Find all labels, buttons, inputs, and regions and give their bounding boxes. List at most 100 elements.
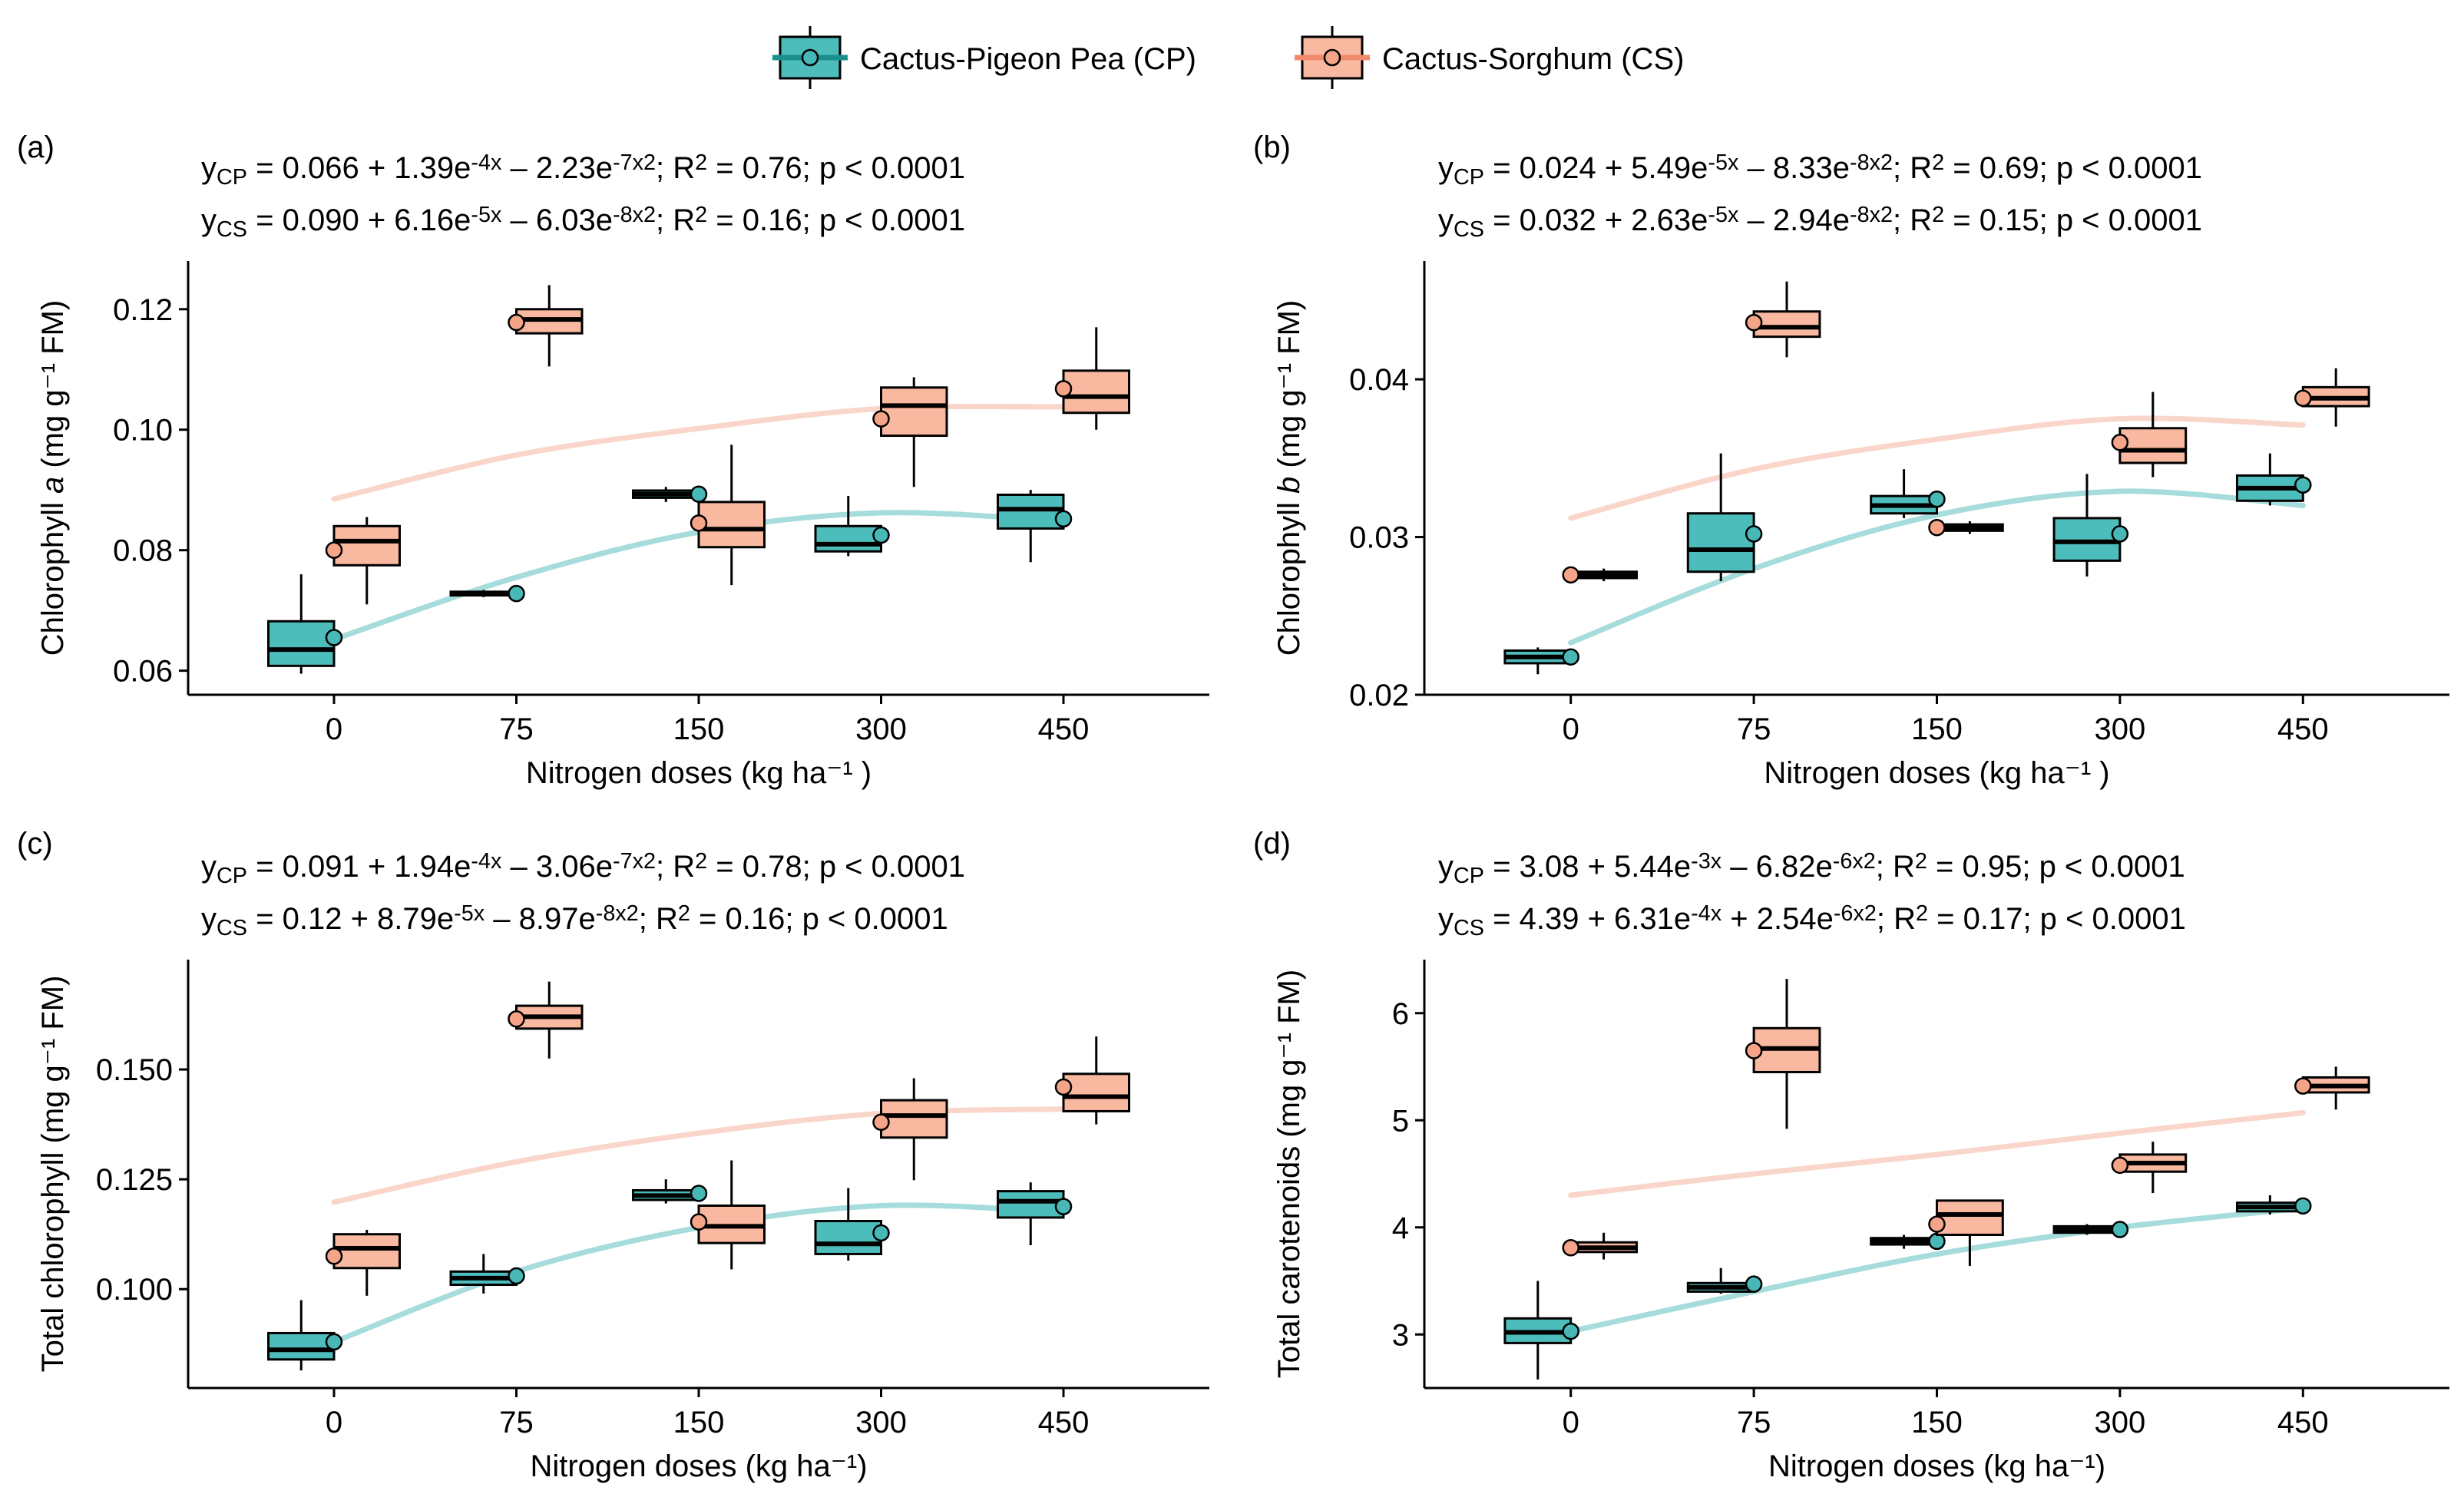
mean-point [508, 584, 525, 603]
fit-curve-cs [331, 403, 1067, 502]
box-body [267, 1331, 336, 1361]
mean-point [1745, 525, 1763, 543]
x-tick-label: 75 [499, 712, 534, 746]
y-tick-label: 4 [1392, 1211, 1409, 1245]
y-axis-label: Total chlorophyll (mg g⁻¹ FM) [36, 976, 70, 1373]
x-axis-label: Nitrogen doses (kg ha⁻¹) [530, 1449, 867, 1483]
x-tick-label: 150 [673, 712, 725, 746]
mean-point [1745, 1042, 1763, 1059]
box-cs-75 [508, 285, 584, 367]
mean-point [2111, 1221, 2129, 1238]
box-cs-150 [690, 444, 766, 586]
mean-point [2294, 1077, 2312, 1095]
y-tick-label: 0.125 [96, 1163, 173, 1197]
y-axis-label: Total carotenoids (mg g⁻¹ FM) [1272, 970, 1306, 1378]
y-tick-label: 0.08 [113, 534, 173, 568]
box-cs-450 [2294, 368, 2370, 427]
box-body [880, 1099, 948, 1139]
mean-point [325, 629, 343, 646]
legend-key-cs [1295, 26, 1370, 89]
x-tick-label: 75 [1737, 1406, 1771, 1439]
box-cp-450 [2235, 1195, 2312, 1215]
equation-cs: yCS = 4.39 + 6.31e-4x + 2.54e-6x2; R2 = … [1438, 901, 2186, 940]
box-cs-0 [325, 1229, 401, 1296]
legend-label-cp: Cactus-Pigeon Pea (CP) [860, 42, 1196, 76]
box-cp-75 [1686, 1267, 1763, 1294]
mean-point [1562, 566, 1579, 584]
mean-point [1928, 518, 1946, 537]
box-cs-450 [2294, 1066, 2370, 1110]
box-cs-75 [1745, 979, 1821, 1129]
box-cp-0 [267, 574, 343, 674]
box-cs-75 [1745, 281, 1821, 358]
fit-curve-cp [1568, 488, 2306, 646]
box-body [2118, 427, 2188, 464]
x-tick-label: 300 [2095, 712, 2146, 746]
box-cs-150 [1928, 1199, 2004, 1266]
box-body [2052, 517, 2122, 562]
x-tick-label: 450 [2277, 1406, 2329, 1439]
fit-curve-cp [1568, 1205, 2306, 1334]
box-body [814, 1220, 882, 1255]
box-cs-0 [325, 517, 401, 605]
legend: Cactus-Pigeon Pea (CP) Cactus-Sorghum (C… [772, 26, 1684, 89]
box-cp-75 [449, 1254, 525, 1294]
y-tick-label: 0.02 [1349, 679, 1409, 712]
equation-cs: yCS = 0.12 + 8.79e-5x – 8.97e-8x2; R2 = … [201, 901, 948, 940]
box-cs-150 [1928, 518, 2004, 537]
box-cp-300 [814, 1188, 890, 1261]
box-cp-450 [997, 1182, 1073, 1245]
box-cs-150 [690, 1160, 766, 1270]
fit-curve-cs [1568, 1109, 2306, 1198]
box-cs-300 [872, 377, 948, 487]
x-tick-label: 150 [1911, 712, 1963, 746]
x-axis-label: Nitrogen doses (kg ha⁻¹ ) [526, 756, 871, 790]
mean-point [325, 1333, 343, 1351]
box-cs-0 [1562, 566, 1639, 584]
equation-cs: yCS = 0.032 + 2.63e-5x – 2.94e-8x2; R2 =… [1438, 203, 2202, 242]
x-tick-label: 450 [1038, 1406, 1090, 1439]
legend-key-cp [772, 26, 848, 89]
box-body [814, 524, 882, 553]
mean-point [2111, 525, 2129, 543]
box-cs-450 [1054, 327, 1130, 430]
box-body [332, 524, 401, 567]
y-axis-label: Chlorophyll a (mg g⁻¹ FM) [36, 300, 70, 656]
mean-point [1745, 313, 1763, 332]
box-body [697, 501, 766, 549]
y-tick-label: 0.12 [113, 293, 173, 327]
y-tick-label: 0.100 [96, 1273, 173, 1307]
mean-point [1562, 1239, 1579, 1257]
y-tick-label: 0.150 [96, 1053, 173, 1087]
mean-point [872, 1113, 890, 1132]
mean-point [690, 1213, 708, 1231]
box-cs-0 [1562, 1232, 1639, 1260]
mean-point [2111, 1156, 2129, 1175]
y-axis-label: Chlorophyll b (mg g⁻¹ FM) [1272, 300, 1306, 656]
x-tick-label: 150 [1911, 1406, 1963, 1439]
panel-label: (a) [17, 131, 55, 164]
box-cp-75 [449, 584, 525, 603]
box-cs-450 [1054, 1036, 1130, 1125]
x-tick-label: 75 [1737, 712, 1771, 746]
box-cp-150 [632, 485, 708, 503]
mean-point [2111, 434, 2129, 451]
mean-point [1562, 1322, 1579, 1340]
box-cp-0 [1503, 1281, 1579, 1380]
box-cp-150 [632, 1179, 708, 1204]
equation-cp: yCP = 0.091 + 1.94e-4x – 3.06e-7x2; R2 =… [201, 849, 965, 888]
box-body [880, 386, 948, 438]
x-tick-label: 450 [1038, 712, 1090, 746]
panel-label: (b) [1253, 131, 1291, 164]
mean-point [2294, 1197, 2312, 1215]
box-body [267, 620, 336, 667]
box-body [332, 1233, 401, 1270]
mean-point [1054, 510, 1073, 528]
box-body [997, 1190, 1065, 1219]
mean-point [1562, 648, 1579, 666]
y-tick-label: 5 [1392, 1104, 1409, 1138]
mean-point [508, 1010, 525, 1028]
box-body [1752, 310, 1821, 339]
box-cp-300 [2052, 1221, 2129, 1238]
